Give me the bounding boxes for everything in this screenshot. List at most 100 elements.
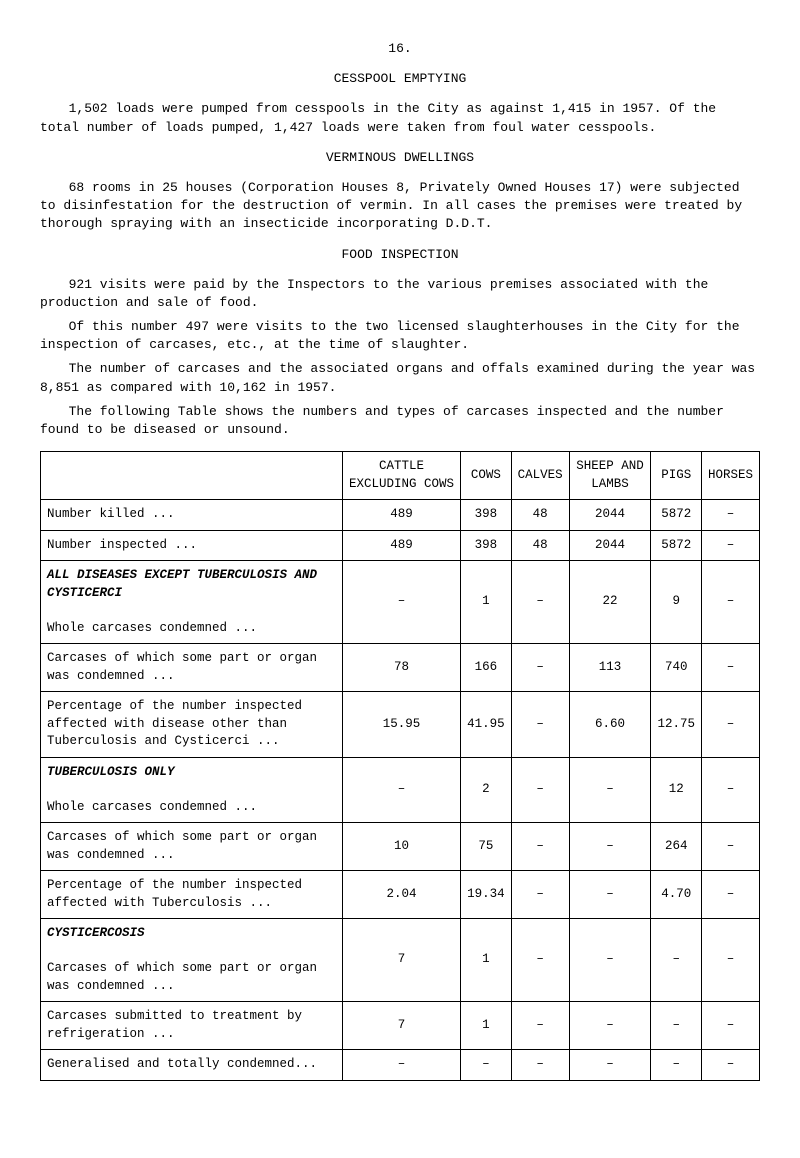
table-header-row: CATTLE EXCLUDING COWS COWS CALVES SHEEP … <box>41 452 760 500</box>
cell: 113 <box>569 644 651 692</box>
table-row: Number killed ...4893984820445872– <box>41 500 760 531</box>
col-pigs: PIGS <box>651 452 702 500</box>
cell: 264 <box>651 823 702 871</box>
cell: 4.70 <box>651 871 702 919</box>
cell: – <box>461 1050 512 1081</box>
cell: 489 <box>342 500 460 531</box>
para-verminous: 68 rooms in 25 houses (Corporation House… <box>40 179 760 234</box>
cell: – <box>511 644 569 692</box>
cell: 48 <box>511 530 569 561</box>
cell: – <box>511 692 569 758</box>
cell: 2.04 <box>342 871 460 919</box>
table-row: TUBERCULOSIS ONLYWhole carcases condemne… <box>41 757 760 823</box>
row-label: Carcases of which some part or organ was… <box>41 823 343 871</box>
cell: – <box>701 919 759 1002</box>
col-calves: CALVES <box>511 452 569 500</box>
cell: – <box>701 757 759 823</box>
cell: 15.95 <box>342 692 460 758</box>
cell: 75 <box>461 823 512 871</box>
table-row: Percentage of the number inspected affec… <box>41 871 760 919</box>
cell: – <box>651 1050 702 1081</box>
cell: 1 <box>461 561 512 644</box>
cell: 9 <box>651 561 702 644</box>
row-label: Percentage of the number inspected affec… <box>41 871 343 919</box>
cell: – <box>569 871 651 919</box>
cell: – <box>701 1002 759 1050</box>
row-label: Percentage of the number inspected affec… <box>41 692 343 758</box>
table-row: Percentage of the number inspected affec… <box>41 692 760 758</box>
para-food-a: 921 visits were paid by the Inspectors t… <box>40 276 760 312</box>
row-label: Carcases of which some part or organ was… <box>41 644 343 692</box>
cell: 740 <box>651 644 702 692</box>
heading-cesspool: CESSPOOL EMPTYING <box>40 70 760 88</box>
cell: – <box>569 823 651 871</box>
para-cesspool: 1,502 loads were pumped from cesspools i… <box>40 100 760 136</box>
cell: – <box>569 1002 651 1050</box>
cell: – <box>701 644 759 692</box>
cell: 10 <box>342 823 460 871</box>
cell: 2044 <box>569 500 651 531</box>
cell: – <box>701 823 759 871</box>
para-food-d: The following Table shows the numbers an… <box>40 403 760 439</box>
cell: – <box>701 530 759 561</box>
cell: – <box>511 561 569 644</box>
cell: 1 <box>461 1002 512 1050</box>
table-row: Number inspected ...4893984820445872– <box>41 530 760 561</box>
row-label: Number killed ... <box>41 500 343 531</box>
cell: 22 <box>569 561 651 644</box>
table-row: Carcases submitted to treatment by refri… <box>41 1002 760 1050</box>
inspection-table: CATTLE EXCLUDING COWS COWS CALVES SHEEP … <box>40 451 760 1081</box>
cell: 489 <box>342 530 460 561</box>
cell: – <box>651 1002 702 1050</box>
cell: – <box>651 919 702 1002</box>
table-row: ALL DISEASES EXCEPT TUBERCULOSIS AND CYS… <box>41 561 760 644</box>
cell: – <box>701 561 759 644</box>
cell: 19.34 <box>461 871 512 919</box>
row-label: Generalised and totally condemned... <box>41 1050 343 1081</box>
heading-food: FOOD INSPECTION <box>40 246 760 264</box>
table-row: CYSTICERCOSISCarcases of which some part… <box>41 919 760 1002</box>
cell: 7 <box>342 1002 460 1050</box>
cell: – <box>511 919 569 1002</box>
cell: – <box>342 1050 460 1081</box>
cell: – <box>701 871 759 919</box>
table-body: Number killed ...4893984820445872–Number… <box>41 500 760 1081</box>
cell: 6.60 <box>569 692 651 758</box>
cell: – <box>701 1050 759 1081</box>
cell: 48 <box>511 500 569 531</box>
cell: – <box>511 1050 569 1081</box>
row-label: Carcases submitted to treatment by refri… <box>41 1002 343 1050</box>
col-cows: COWS <box>461 452 512 500</box>
cell: – <box>701 692 759 758</box>
row-label: Number inspected ... <box>41 530 343 561</box>
para-food-b: Of this number 497 were visits to the tw… <box>40 318 760 354</box>
heading-verminous: VERMINOUS DWELLINGS <box>40 149 760 167</box>
para-food-c: The number of carcases and the associate… <box>40 360 760 396</box>
table-row: Carcases of which some part or organ was… <box>41 823 760 871</box>
cell: – <box>569 757 651 823</box>
cell: – <box>701 500 759 531</box>
cell: 1 <box>461 919 512 1002</box>
cell: 166 <box>461 644 512 692</box>
cell: 2 <box>461 757 512 823</box>
table-row: Carcases of which some part or organ was… <box>41 644 760 692</box>
cell: – <box>511 871 569 919</box>
cell: 78 <box>342 644 460 692</box>
cell: – <box>569 919 651 1002</box>
cell: 12 <box>651 757 702 823</box>
col-cattle: CATTLE EXCLUDING COWS <box>342 452 460 500</box>
cell: 2044 <box>569 530 651 561</box>
cell: – <box>569 1050 651 1081</box>
cell: – <box>511 757 569 823</box>
cell: 12.75 <box>651 692 702 758</box>
cell: – <box>511 1002 569 1050</box>
cell: – <box>342 757 460 823</box>
row-label: TUBERCULOSIS ONLYWhole carcases condemne… <box>41 757 343 823</box>
cell: 41.95 <box>461 692 512 758</box>
page-number: 16. <box>40 40 760 58</box>
table-row: Generalised and totally condemned...––––… <box>41 1050 760 1081</box>
cell: 398 <box>461 530 512 561</box>
cell: – <box>511 823 569 871</box>
col-horses: HORSES <box>701 452 759 500</box>
row-label: CYSTICERCOSISCarcases of which some part… <box>41 919 343 1002</box>
